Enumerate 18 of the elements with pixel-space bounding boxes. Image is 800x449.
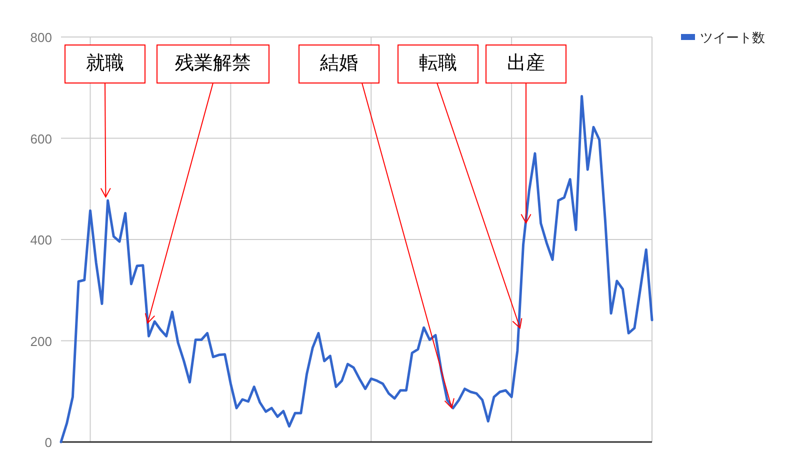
y-tick-label: 400 <box>30 232 52 248</box>
annotation-box: 出産 <box>486 44 566 84</box>
annotation: 結婚 <box>319 53 358 74</box>
annotation: 出産 <box>507 52 545 74</box>
y-tick-label: 800 <box>30 30 52 45</box>
annotation-box: 結婚 <box>298 44 380 84</box>
y-tick-label: 200 <box>30 334 52 349</box>
legend-label: ツイート数 <box>700 30 765 45</box>
y-tick-label: 0 <box>44 435 52 449</box>
annotation: 残業解禁 <box>175 53 251 74</box>
annotation: 転職 <box>419 53 457 74</box>
line-series <box>60 94 654 444</box>
annotation-box: 就職 <box>64 44 146 84</box>
legend: ツイート数 <box>681 30 765 45</box>
y-tick-label: 600 <box>30 131 52 146</box>
annotation-box: 転職 <box>398 44 478 84</box>
annotation: 就職 <box>86 53 124 74</box>
annotation-box: 残業解禁 <box>156 44 270 84</box>
